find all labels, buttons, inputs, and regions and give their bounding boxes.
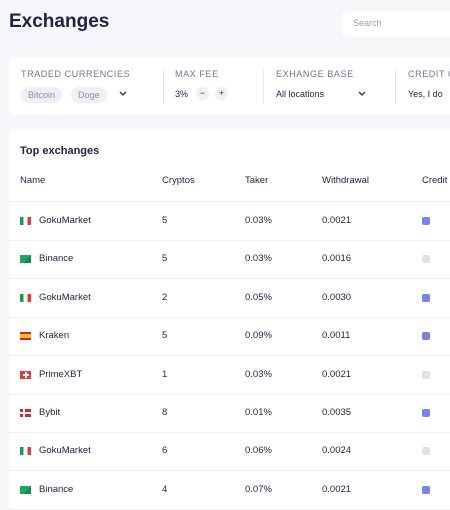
currency-chip[interactable]: Bitcoin	[21, 87, 63, 103]
cryptos-cell: 2	[162, 291, 168, 303]
credit-indicator	[422, 255, 430, 264]
decrement-button[interactable]: −	[196, 87, 209, 100]
withdrawal-cell: 0.0024	[322, 445, 352, 457]
exchange-name[interactable]: Kraken	[39, 330, 70, 342]
row-divider	[9, 393, 450, 395]
withdrawal-cell: 0.0035	[322, 407, 352, 418]
increment-button[interactable]: +	[215, 87, 228, 100]
search-placeholder: Search	[353, 18, 382, 28]
table-card	[9, 130, 450, 510]
taker-cell: 0.01%	[245, 407, 272, 418]
divider	[163, 68, 164, 104]
row-divider	[9, 355, 450, 357]
cryptos-cell: 5	[162, 215, 168, 226]
country-flag	[20, 370, 31, 379]
withdrawal-cell: 0.0021	[322, 215, 352, 226]
divider	[395, 68, 396, 104]
currency-chip[interactable]: Doge	[71, 87, 107, 103]
page-title: Exchanges	[9, 11, 110, 32]
exchange-name[interactable]: GokuMarket	[39, 291, 91, 303]
column-header[interactable]: Cryptos	[162, 175, 195, 186]
taker-cell: 0.03%	[245, 368, 272, 380]
row-divider	[9, 278, 450, 280]
cryptos-cell: 8	[162, 407, 168, 418]
taker-cell: 0.07%	[245, 483, 272, 495]
exchange-name[interactable]: Binance	[39, 253, 74, 265]
country-flag	[20, 447, 31, 456]
taker-cell: 0.03%	[245, 215, 272, 226]
withdrawal-cell: 0.0011	[322, 330, 351, 342]
taker-cell: 0.03%	[245, 253, 272, 265]
cryptos-cell: 4	[162, 483, 168, 495]
search-box[interactable]: Search	[342, 11, 450, 37]
column-header[interactable]: Credit	[422, 175, 448, 186]
row-divider	[9, 470, 450, 472]
country-flag	[20, 217, 31, 225]
divider	[263, 68, 264, 104]
row-divider	[9, 201, 450, 202]
table-title: Top exchanges	[20, 145, 100, 157]
dropdown-chevron[interactable]	[357, 89, 367, 99]
exchange-name[interactable]: GokuMarket	[39, 445, 91, 457]
withdrawal-cell: 0.0030	[322, 291, 352, 303]
withdrawal-cell: 0.0021	[322, 483, 352, 495]
credit-indicator	[422, 293, 430, 302]
credit-indicator	[422, 447, 430, 456]
row-divider	[9, 432, 450, 433]
column-header[interactable]: Name	[20, 175, 46, 186]
country-flag	[20, 293, 31, 302]
credit-indicator	[422, 409, 430, 417]
cryptos-cell: 5	[162, 330, 168, 342]
taker-cell: 0.06%	[245, 445, 272, 457]
taker-cell: 0.05%	[245, 291, 272, 303]
credit-value[interactable]: Yes, I do	[408, 89, 443, 99]
filter-label: EXHANGE BASE	[276, 69, 354, 79]
withdrawal-cell: 0.0021	[322, 368, 352, 380]
filter-label: CREDIT C	[408, 69, 450, 79]
cryptos-cell: 1	[162, 368, 168, 380]
withdrawal-cell: 0.0016	[322, 253, 352, 265]
exchange-name[interactable]: Bybit	[39, 407, 61, 418]
exchange-name[interactable]: PrimeXBT	[39, 368, 83, 380]
row-divider	[9, 240, 450, 241]
max-fee-value: 3%	[175, 89, 189, 99]
country-flag	[20, 485, 31, 494]
row-divider	[9, 316, 450, 318]
exchange-name[interactable]: GokuMarket	[39, 215, 91, 226]
cryptos-cell: 6	[162, 445, 168, 457]
column-header[interactable]: Withdrawal	[322, 175, 369, 186]
cryptos-cell: 5	[162, 253, 168, 265]
filter-card	[9, 57, 450, 115]
filter-label: TRADED CURRENCIES	[21, 69, 131, 79]
credit-indicator	[422, 217, 430, 225]
credit-indicator	[422, 485, 430, 494]
filter-label: MAX FEE	[175, 69, 219, 79]
country-flag	[20, 409, 31, 417]
dropdown-chevron[interactable]	[118, 89, 128, 99]
location-value[interactable]: All locations	[276, 89, 325, 99]
country-flag	[20, 255, 31, 264]
column-header[interactable]: Taker	[245, 175, 269, 186]
credit-indicator	[422, 332, 430, 341]
country-flag	[20, 332, 31, 341]
credit-indicator	[422, 370, 430, 379]
exchange-name[interactable]: Binance	[39, 483, 74, 495]
taker-cell: 0.09%	[245, 330, 272, 342]
